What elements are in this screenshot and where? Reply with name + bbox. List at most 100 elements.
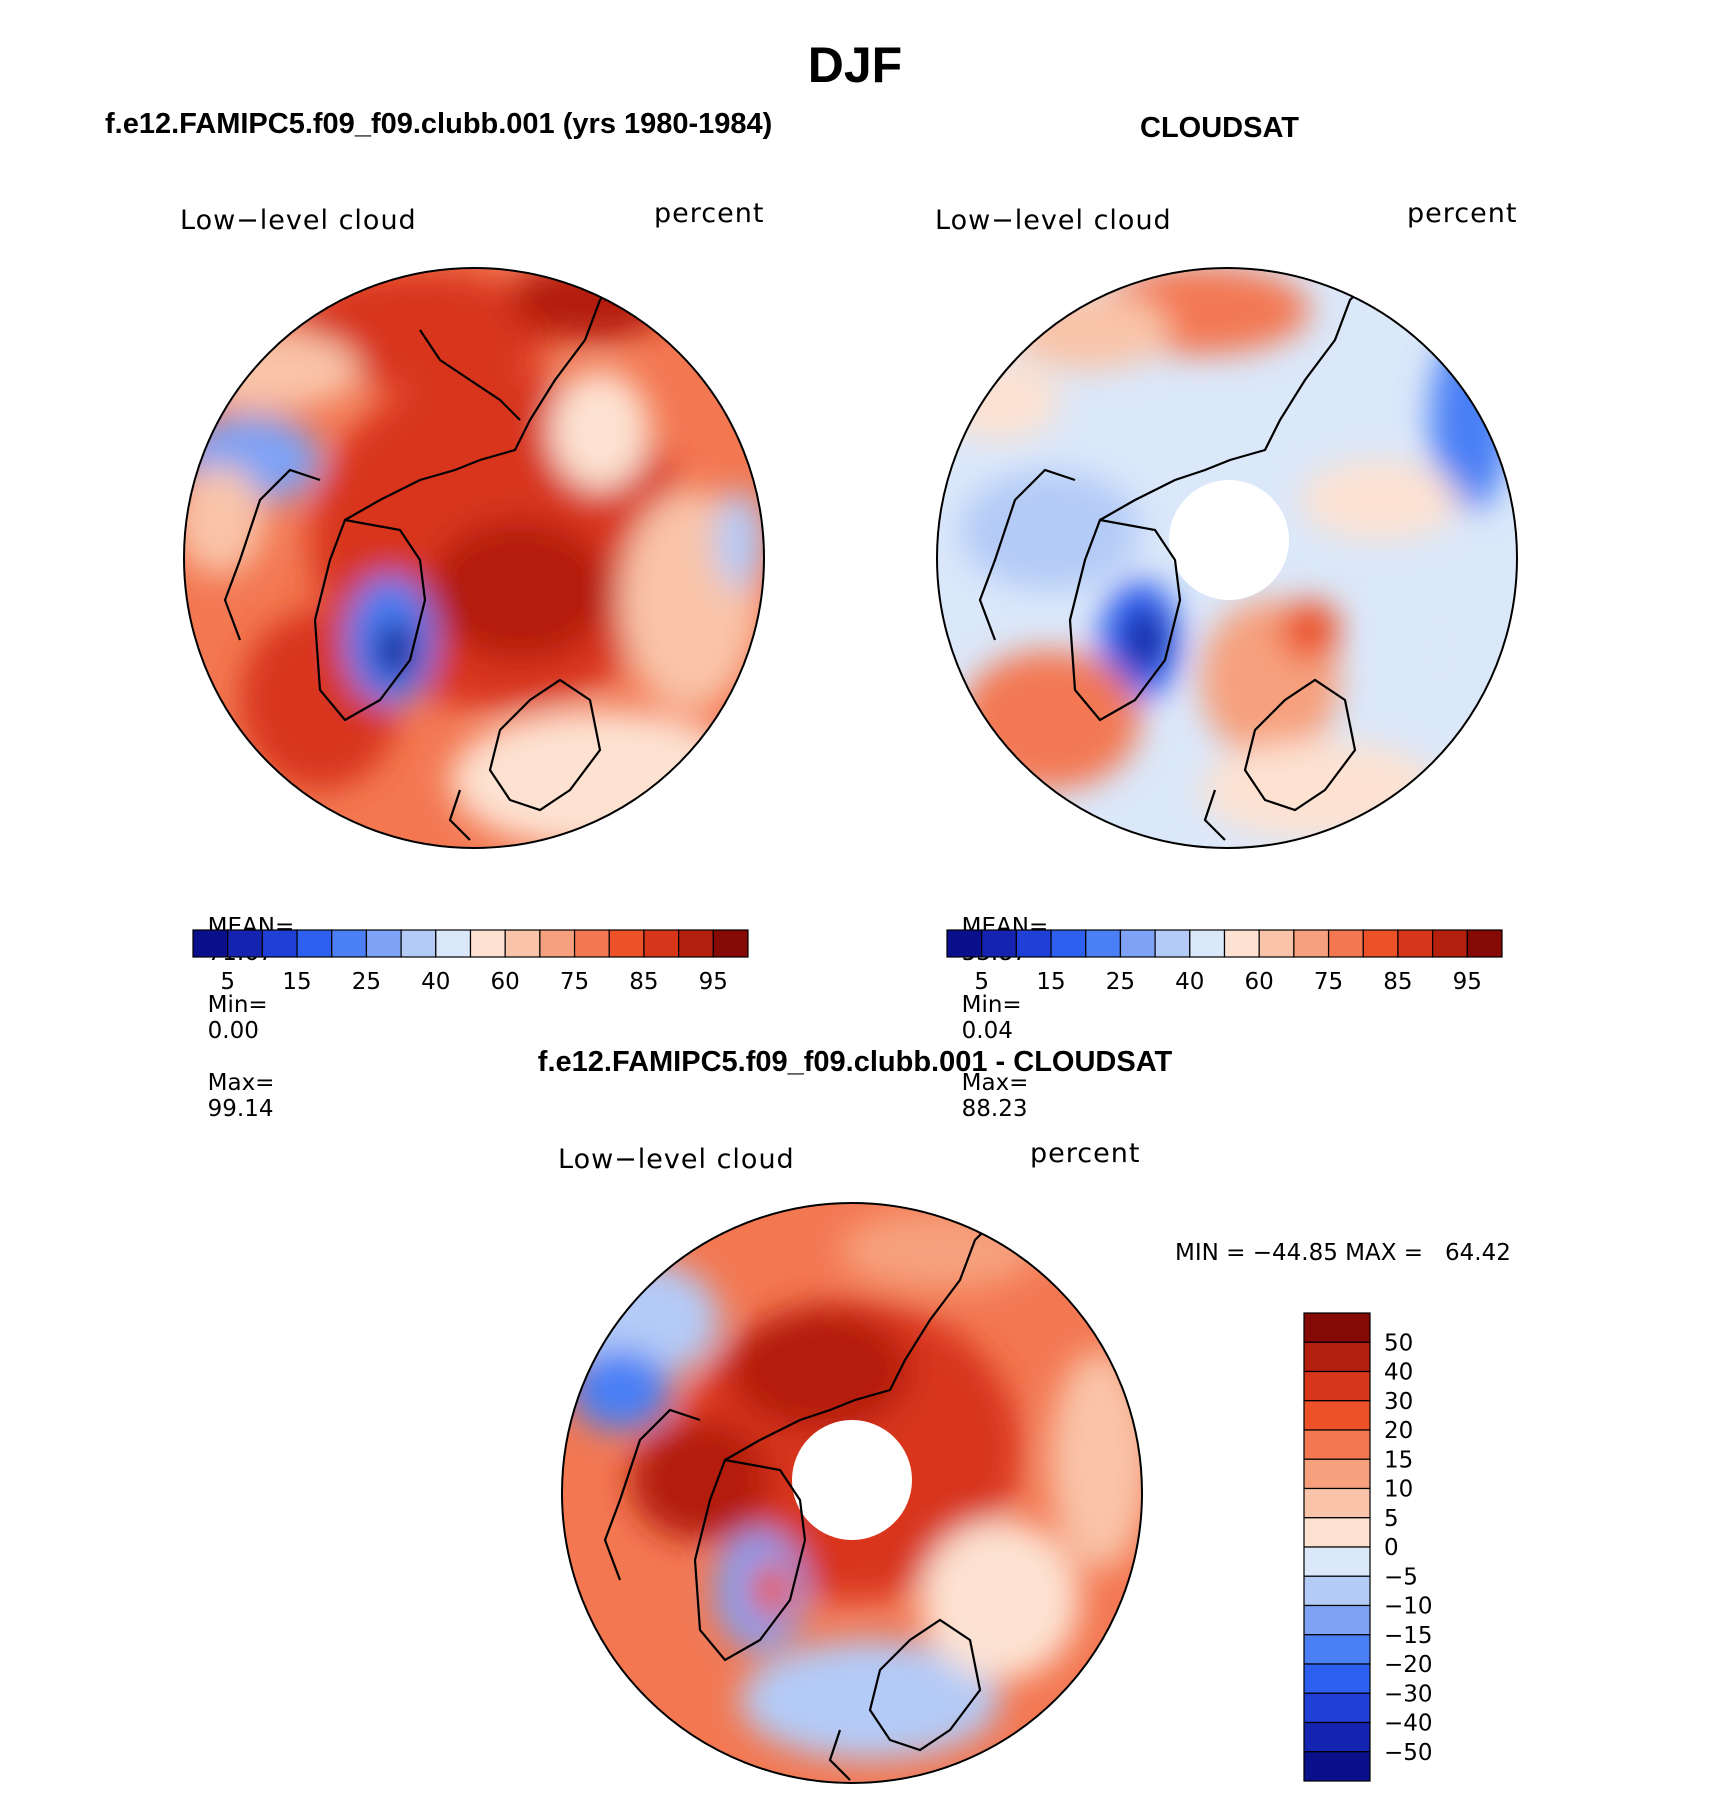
obs-colorbar-swatch	[1015, 929, 1052, 958]
obs-units-label: percent	[1407, 198, 1518, 229]
model-colorbar-swatch	[227, 929, 263, 958]
diff-colorbar-swatch	[1303, 1663, 1371, 1694]
obs-colorbar-swatch	[1085, 929, 1122, 958]
diff-colorbar-label: −40	[1384, 1711, 1433, 1737]
model-colorbar-swatch	[192, 929, 229, 958]
diff-colorbar-swatch	[1303, 1721, 1371, 1753]
diff-colorbar-swatch	[1303, 1692, 1371, 1724]
diff-colorbar-label: 50	[1384, 1330, 1413, 1356]
obs-colorbar-swatch	[946, 929, 983, 958]
obs-colorbar-swatch	[1432, 929, 1468, 958]
obs-max-value: 88.23	[961, 1096, 1028, 1122]
diff-colorbar-swatch	[1303, 1634, 1371, 1665]
model-colorbar-label: 60	[491, 969, 520, 995]
model-colorbar-swatch	[678, 929, 714, 958]
diff-colorbar-swatch	[1303, 1604, 1371, 1636]
diff-map	[561, 1202, 1143, 1784]
diff-panel-heading: f.e12.FAMIPC5.f09_f09.clubb.001 - CLOUDS…	[537, 1046, 1173, 1078]
obs-colorbar-swatch	[1397, 929, 1434, 958]
model-colorbar-swatch	[400, 929, 437, 958]
model-colorbar-swatch	[435, 929, 472, 958]
diff-colorbar-swatch	[1303, 1312, 1371, 1343]
obs-colorbar-label: 60	[1245, 969, 1274, 995]
model-colorbar-swatch	[712, 929, 749, 958]
model-colorbar-swatch	[643, 929, 680, 958]
model-colorbar-label: 85	[629, 969, 658, 995]
page-title: DJF	[807, 37, 903, 93]
model-min-value: 0.00	[207, 1018, 259, 1044]
diff-colorbar-swatch	[1303, 1575, 1371, 1607]
model-colorbar-swatch	[296, 929, 333, 958]
model-colorbar-swatch	[365, 929, 402, 958]
diff-colorbar-label: −15	[1384, 1623, 1433, 1649]
diff-colorbar-swatch	[1303, 1517, 1371, 1548]
diff-colorbar-swatch	[1303, 1429, 1371, 1460]
model-colorbar-swatch	[539, 929, 576, 958]
model-max-label: Max=	[207, 1070, 275, 1096]
diff-colorbar-swatch	[1303, 1370, 1371, 1402]
diff-colorbar-swatch	[1303, 1751, 1371, 1782]
obs-colorbar-label: 5	[974, 969, 989, 995]
diff-stats: MIN = −44.85 MAX = 64.42	[1175, 1240, 1511, 1266]
diff-colorbar-swatch	[1303, 1341, 1371, 1373]
diff-colorbar-label: 5	[1384, 1506, 1399, 1532]
model-colorbar-label: 75	[560, 969, 589, 995]
obs-panel-heading: CLOUDSAT	[1140, 112, 1299, 144]
model-max-value: 99.14	[207, 1096, 274, 1122]
model-colorbar: 5 15 25 40 60 75 85 95	[192, 929, 749, 995]
model-panel-heading: f.e12.FAMIPC5.f09_f09.clubb.001 (yrs 198…	[105, 108, 773, 140]
diff-colorbar-label: −20	[1384, 1652, 1433, 1678]
model-units-label: percent	[654, 198, 765, 229]
model-colorbar-label: 25	[352, 969, 381, 995]
obs-colorbar-swatch	[1050, 929, 1087, 958]
model-min-label: Min=	[207, 992, 268, 1018]
diff-colorbar-label: 0	[1384, 1535, 1399, 1561]
model-colorbar-label: 5	[220, 969, 235, 995]
model-colorbar-swatch	[261, 929, 298, 958]
obs-colorbar-swatch	[1362, 929, 1399, 958]
obs-colorbar-swatch	[1189, 929, 1226, 958]
model-colorbar-label: 40	[421, 969, 450, 995]
diff-variable-label: Low−level cloud	[558, 1144, 795, 1175]
model-colorbar-label: 15	[282, 969, 311, 995]
obs-colorbar-swatch	[1119, 929, 1156, 958]
obs-min-value: 0.04	[961, 1018, 1013, 1044]
diff-colorbar-label: −50	[1384, 1740, 1433, 1766]
diff-colorbar-label: 30	[1384, 1389, 1413, 1415]
obs-colorbar: 5 15 25 40 60 75 85 95	[946, 929, 1503, 995]
diff-colorbar-swatch	[1303, 1487, 1371, 1519]
obs-colorbar-swatch	[981, 929, 1017, 958]
model-colorbar-swatch	[331, 929, 368, 958]
model-variable-label: Low−level cloud	[180, 205, 417, 236]
model-colorbar-label: 95	[699, 969, 728, 995]
diff-colorbar-swatch	[1303, 1546, 1371, 1577]
diff-units-label: percent	[1030, 1138, 1141, 1169]
diff-colorbar-label: 15	[1384, 1447, 1413, 1473]
obs-colorbar-label: 95	[1453, 969, 1482, 995]
diff-colorbar-label: −30	[1384, 1681, 1433, 1707]
obs-colorbar-swatch	[1466, 929, 1503, 958]
diff-colorbar-label: −5	[1384, 1564, 1418, 1590]
obs-colorbar-label: 15	[1036, 969, 1065, 995]
diff-colorbar-label: 10	[1384, 1477, 1413, 1503]
model-colorbar-swatch	[504, 929, 541, 958]
diff-colorbar-label: 20	[1384, 1418, 1413, 1444]
model-colorbar-swatch	[573, 929, 610, 958]
obs-colorbar-label: 25	[1106, 969, 1135, 995]
diff-colorbar-swatch	[1303, 1400, 1371, 1431]
diff-colorbar-swatch	[1303, 1458, 1371, 1490]
obs-map	[936, 267, 1518, 849]
obs-colorbar-swatch	[1154, 929, 1191, 958]
obs-colorbar-swatch	[1293, 929, 1330, 958]
obs-colorbar-label: 75	[1314, 969, 1343, 995]
model-map	[183, 267, 765, 849]
model-colorbar-swatch	[608, 929, 645, 958]
obs-min-label: Min=	[961, 992, 1022, 1018]
obs-colorbar-swatch	[1223, 929, 1260, 958]
diff-colorbar-label: −10	[1384, 1594, 1433, 1620]
obs-max-label: Max=	[961, 1070, 1029, 1096]
obs-colorbar-swatch	[1258, 929, 1295, 958]
obs-variable-label: Low−level cloud	[935, 205, 1172, 236]
